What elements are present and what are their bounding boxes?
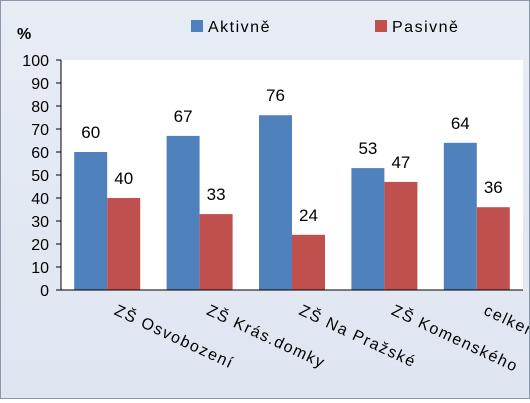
- bar-aktivne-1: [74, 152, 108, 290]
- legend: Aktivně Pasivně: [191, 19, 459, 36]
- y-tick-label: 70: [31, 122, 49, 139]
- y-axis-unit-label: %: [17, 26, 31, 43]
- bar-pasivne-4: [384, 181, 418, 290]
- y-tick-label: 80: [31, 99, 49, 116]
- x-category-label: celkem: [481, 302, 529, 343]
- data-label: 60: [81, 123, 100, 142]
- bar-aktivne-5: [443, 142, 477, 290]
- y-tick-label: 40: [31, 191, 49, 208]
- data-label: 53: [358, 139, 377, 158]
- y-tick-label: 10: [31, 260, 49, 277]
- data-label: 47: [391, 153, 410, 172]
- y-tick-label: 50: [31, 168, 49, 185]
- legend-label: Pasivně: [392, 19, 459, 36]
- data-label: 76: [266, 86, 285, 105]
- bar-pasivne-3: [292, 234, 325, 290]
- bar-pasivne-5: [476, 207, 510, 290]
- data-label: 64: [451, 114, 470, 133]
- data-labels: 60 67 76 53 64 40 33 24 47 36: [81, 86, 503, 225]
- legend-swatch: [191, 20, 203, 32]
- data-label: 40: [114, 169, 133, 188]
- y-tick-label: 0: [40, 283, 49, 300]
- y-axis: 0 10 20 30 40 50 60 70 80 90 100: [22, 53, 62, 300]
- legend-swatch: [375, 20, 387, 32]
- bar-aktivne-4: [351, 168, 385, 290]
- y-tick-label: 90: [31, 76, 49, 93]
- data-label: 33: [207, 185, 226, 204]
- y-tick-label: 60: [31, 145, 49, 162]
- bar-pasivne-1: [107, 198, 141, 290]
- legend-label: Aktivně: [208, 19, 271, 36]
- data-label: 36: [484, 178, 503, 197]
- bar-aktivne-2: [166, 135, 200, 290]
- bars: [74, 115, 510, 290]
- y-tick-label: 20: [31, 237, 49, 254]
- y-tick-label: 30: [31, 214, 49, 231]
- data-label: 24: [299, 206, 318, 225]
- data-label: 67: [174, 107, 193, 126]
- y-tick-label: 100: [22, 53, 49, 70]
- bar-aktivne-3: [259, 115, 292, 290]
- bar-pasivne-2: [199, 214, 233, 290]
